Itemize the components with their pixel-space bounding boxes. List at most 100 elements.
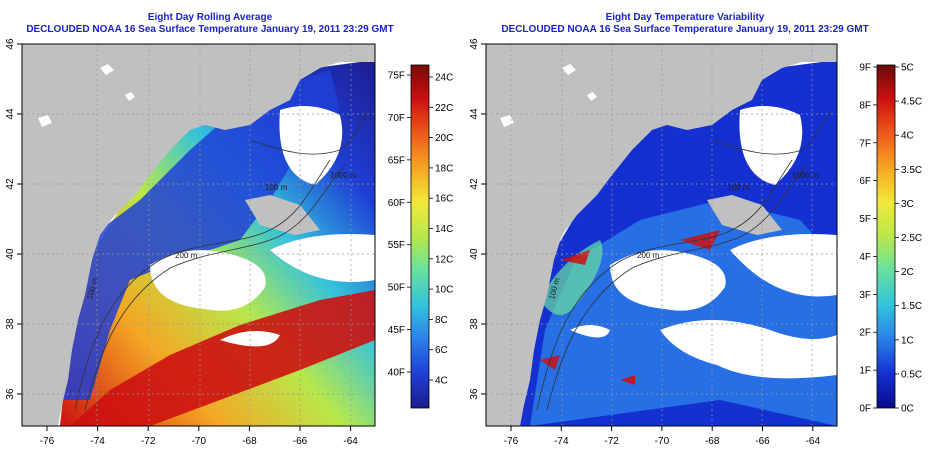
right-land-detail xyxy=(500,64,597,127)
right-contour-label-2: 1000 m xyxy=(792,171,819,180)
left-colorbar-c-label: 24C xyxy=(435,73,453,84)
left-x-tick-label: -70 xyxy=(192,436,207,447)
left-axes: -76 -74 -72 -70 -68 -66 -64 36 38 40 42 44 46 xyxy=(5,38,358,447)
right-colorbar-c-label: 3.5C xyxy=(901,165,922,176)
right-colorbar-f-label: 4F xyxy=(859,252,871,263)
left-x-tick-label: -74 xyxy=(90,436,105,447)
right-colorbar-c-label: 5C xyxy=(901,63,914,74)
right-colorbar-f-label: 6F xyxy=(859,176,871,187)
right-cloud-2 xyxy=(730,234,837,297)
left-contour-label-2: 1000 m xyxy=(330,171,357,180)
right-y-tick-label: 44 xyxy=(469,108,480,120)
right-colorbar-c-label: 1C xyxy=(901,335,914,346)
right-x-tick-label: -76 xyxy=(504,436,519,447)
right-land xyxy=(486,44,837,426)
left-colorbar-c-label: 12C xyxy=(435,254,453,265)
left-colorbar-c-label: 10C xyxy=(435,285,453,296)
left-y-tick-label: 42 xyxy=(5,178,16,190)
right-y-tick-label: 40 xyxy=(469,248,480,260)
left-shelf-cold xyxy=(55,70,340,400)
right-colorbar-c-label: 4.5C xyxy=(901,97,922,108)
left-colorbar-f-label: 60F xyxy=(388,198,405,209)
left-colorbar-f-label: 65F xyxy=(388,155,405,166)
right-colorbar-f-label: 3F xyxy=(859,290,871,301)
right-colorbar-c-label: 2C xyxy=(901,267,914,278)
left-y-tick-label: 38 xyxy=(5,318,16,330)
left-title-main: Eight Day Rolling Average xyxy=(147,12,273,23)
left-colorbar-c-label: 16C xyxy=(435,194,453,205)
right-colorbar-c-label: 3C xyxy=(901,199,914,210)
left-cloud-4 xyxy=(220,331,280,347)
left-land xyxy=(22,44,375,426)
left-x-tick-label: -68 xyxy=(242,436,257,447)
right-y-tick-label: 42 xyxy=(469,178,480,190)
left-title: Eight Day Rolling Average DECLOUDED NOAA… xyxy=(20,12,400,36)
right-colorbar-c-label: 0.5C xyxy=(901,369,922,380)
left-x-tick-label: -76 xyxy=(40,436,55,447)
left-colorbar-c-label: 20C xyxy=(435,133,453,144)
right-land-cape xyxy=(707,195,782,235)
left-cloud-2 xyxy=(270,234,375,282)
right-colorbar-f-label: 9F xyxy=(859,63,871,74)
left-y-tick-label: 44 xyxy=(5,108,16,120)
right-x-tick-label: -66 xyxy=(755,436,770,447)
left-y-tick-label: 40 xyxy=(5,248,16,260)
left-colorbar-f-label: 50F xyxy=(388,283,405,294)
right-sea-green xyxy=(540,89,750,315)
right-title: Eight Day Temperature Variability DECLOU… xyxy=(470,12,900,36)
right-x-tick-label: -72 xyxy=(604,436,619,447)
right-cloud-4 xyxy=(660,320,837,379)
right-grid xyxy=(486,44,837,426)
right-colorbar-c-label: 4C xyxy=(901,131,914,142)
right-colorbar-c-label: 0C xyxy=(901,404,914,415)
right-title-sub: DECLOUDED NOAA 16 Sea Surface Temperatur… xyxy=(501,24,869,35)
right-colorbar-f-label: 1F xyxy=(859,366,871,377)
right-x-tick-label: -74 xyxy=(554,436,569,447)
left-title-sub: DECLOUDED NOAA 16 Sea Surface Temperatur… xyxy=(26,24,394,35)
left-colorbar-c-label: 14C xyxy=(435,224,453,235)
left-colorbar-c-label: 6C xyxy=(435,345,448,356)
right-contours xyxy=(536,109,833,411)
right-x-tick-label: -68 xyxy=(705,436,720,447)
left-land-detail xyxy=(38,64,135,127)
right-x-tick-label: -70 xyxy=(655,436,670,447)
right-cloud-5 xyxy=(570,325,610,338)
right-colorbar-f-label: 7F xyxy=(859,138,871,149)
right-colorbar-f-label: 5F xyxy=(859,214,871,225)
left-colorbar-c-label: 4C xyxy=(435,376,448,387)
left-grid xyxy=(22,44,375,426)
right-contour-label-3: 200 m xyxy=(637,251,660,260)
right-colorbar-f-label: 0F xyxy=(859,404,871,415)
right-x-tick-label: -64 xyxy=(806,436,821,447)
right-y-tick-label: 38 xyxy=(469,318,480,330)
left-colorbar xyxy=(410,64,430,409)
left-colorbar-f-label: 70F xyxy=(388,113,405,124)
right-colorbar-f-label: 8F xyxy=(859,100,871,111)
right-colorbar-c-label: 1.5C xyxy=(901,301,922,312)
left-colorbar-f-label: 75F xyxy=(388,71,405,82)
right-map: 100 m 1000 m 200 m 100 m xyxy=(486,44,837,426)
left-contour-label-3: 200 m xyxy=(175,251,198,260)
right-cloud-3 xyxy=(739,106,803,185)
right-contour-label-1: 100 m xyxy=(727,183,750,192)
left-land-cape xyxy=(245,195,320,235)
right-title-main: Eight Day Temperature Variability xyxy=(605,12,765,23)
left-x-tick-label: -66 xyxy=(293,436,308,447)
left-y-tick-label: 36 xyxy=(5,388,16,400)
right-colorbar-f-label: 2F xyxy=(859,328,871,339)
right-colorbar xyxy=(876,64,896,409)
left-colorbar-labels: 40F 45F 50F 55F 60F 65F 70F 75F 4C 6C 8C 10C 12C 14C 1… xyxy=(388,71,454,387)
left-colorbar-f-label: 40F xyxy=(388,368,405,379)
left-map: 100 m 1000 m 200 m 100 m xyxy=(22,44,375,426)
left-y-tick-label: 46 xyxy=(5,38,16,50)
right-colorbar-c-label: 2.5C xyxy=(901,233,922,244)
right-sea-red xyxy=(540,230,720,385)
left-colorbar-c-label: 8C xyxy=(435,315,448,326)
left-x-tick-label: -64 xyxy=(343,436,358,447)
left-colorbar-f-label: 55F xyxy=(388,240,405,251)
right-colorbar-labels: 0F 1F 2F 3F 4F 5F 6F 7F 8F 9F 0C 0.5C 1C 1.5C 2C 2.5C 3C… xyxy=(859,63,922,415)
left-x-tick-label: -72 xyxy=(141,436,156,447)
right-y-tick-label: 36 xyxy=(469,388,480,400)
right-y-tick-label: 46 xyxy=(469,38,480,50)
